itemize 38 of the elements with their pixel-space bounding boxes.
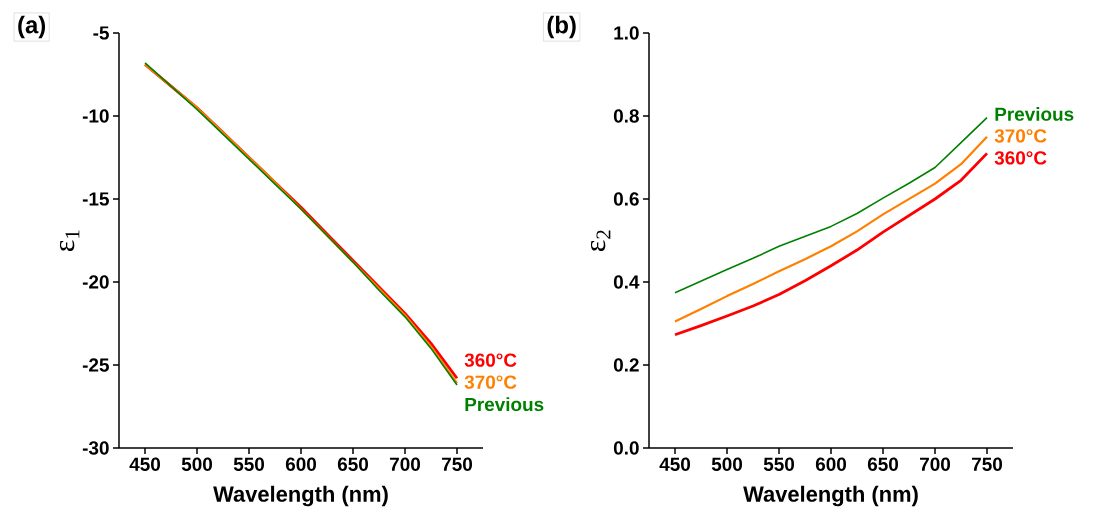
y-tick-label: -5 (93, 26, 109, 40)
x-tick-label: 700 (920, 457, 951, 471)
x-axis-title: Wavelength (nm) (213, 485, 388, 507)
y-tick-label: 0.2 (613, 358, 639, 372)
x-tick-label: 550 (233, 457, 265, 471)
x-tick-label: 750 (972, 457, 1003, 471)
x-tick-label: 450 (129, 457, 161, 471)
x-tick-label: 750 (442, 457, 473, 471)
x-tick-label: 700 (390, 457, 421, 471)
x-axis-title: Wavelength (nm) (743, 485, 918, 507)
y-axis-title: ε$_{2}$ (590, 230, 611, 252)
x-tick-label: 550 (763, 457, 795, 471)
series-label: 370°C (464, 375, 517, 389)
y-tick-label: -30 (82, 441, 109, 455)
x-tick-label: 500 (711, 457, 743, 471)
x-tick-label: 500 (181, 457, 213, 471)
x-tick-label: 450 (659, 457, 691, 471)
y-tick-label: 0.4 (613, 275, 640, 289)
y-tick-label: 1.0 (614, 26, 639, 40)
y-tick-label: -15 (82, 192, 109, 206)
series-label: Previous (995, 106, 1074, 121)
y-tick-label: 0.6 (613, 192, 639, 206)
y-tick-label: -20 (82, 275, 109, 289)
x-tick-label: 600 (285, 457, 317, 471)
series-label: 360°C (994, 151, 1047, 165)
chart-title: (a) (18, 15, 46, 39)
x-tick-label: 650 (337, 457, 369, 471)
x-tick-label: 600 (815, 457, 847, 471)
series-label: 360°C (464, 353, 517, 367)
y-tick-label: -25 (82, 358, 109, 372)
y-tick-label: -10 (82, 109, 109, 123)
series-label: Previous (465, 397, 544, 412)
chart-title: (b) (547, 15, 576, 39)
x-tick-label: 650 (867, 457, 899, 471)
y-tick-label: 0.8 (613, 109, 639, 123)
y-tick-label: 0.0 (613, 441, 639, 455)
series-label: 370°C (994, 129, 1047, 143)
y-axis-title: ε$_{1}$ (59, 230, 80, 252)
